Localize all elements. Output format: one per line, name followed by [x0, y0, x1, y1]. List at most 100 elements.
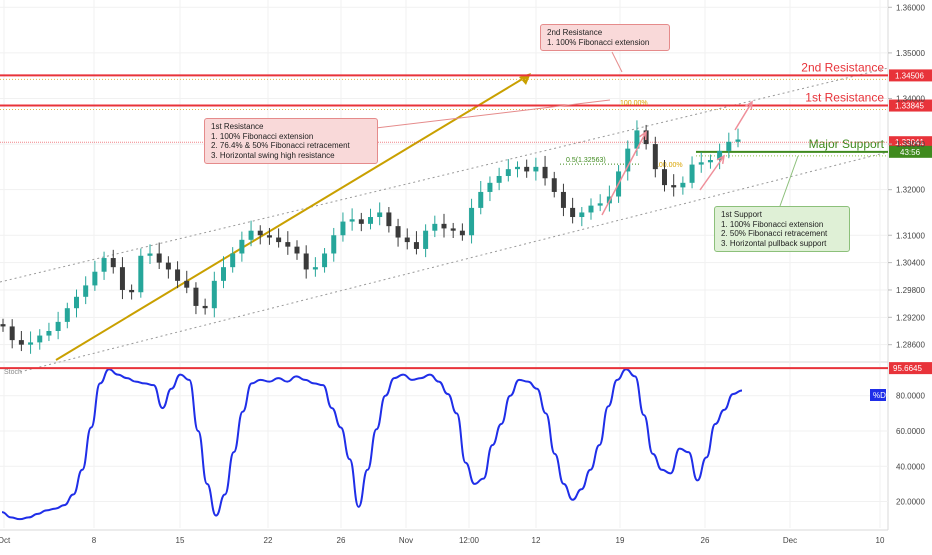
stoch-tick-label: 60.0000 [896, 427, 925, 436]
callout-line: 2. 50% Fibonacci retracement [721, 229, 828, 238]
candle-up [533, 166, 539, 172]
candle-down [662, 169, 667, 186]
level-lines: 2nd Resistance 1.34506 1st Resistance 1.338… [0, 60, 932, 169]
swing-arrow [601, 131, 647, 216]
swing-arrow [734, 101, 753, 131]
candles [0, 120, 741, 354]
candle-down [404, 237, 410, 243]
level-name-label: 1st Resistance [805, 91, 884, 105]
candle-down [193, 287, 199, 306]
grid [0, 0, 888, 528]
candle-down [450, 228, 456, 231]
candle-up [505, 169, 511, 176]
candle-down [175, 269, 181, 281]
candle-up [230, 253, 236, 268]
stoch-tick-label: 40.0000 [896, 462, 925, 471]
candle-down [542, 166, 548, 179]
callout-line: 3. Horizontal swing high resistance [211, 150, 335, 160]
candle-up [221, 267, 226, 281]
level-price-tag-text: 1.34506 [895, 71, 924, 80]
time-tick-label: 12:00 [459, 536, 480, 545]
candle-up [634, 130, 640, 149]
candle-down [386, 212, 392, 227]
candle-up [239, 239, 245, 254]
candle-up [625, 148, 631, 172]
callout-connector [611, 51, 623, 73]
callout-line: 1. 100% Fibonacci extension [211, 131, 314, 141]
callout-title: 1st Support [721, 210, 762, 219]
candle-down [257, 230, 263, 236]
candle-up [680, 182, 686, 188]
candle-up [74, 296, 79, 309]
candle-down [671, 185, 677, 188]
swing-arrow-head [639, 130, 647, 141]
price-tick-label: 1.34000 [896, 94, 925, 103]
candle-up [717, 150, 723, 161]
callout-line: 1. 100% Fibonacci extension [547, 37, 650, 47]
callout-connector [375, 99, 611, 129]
candle-up [147, 253, 153, 256]
second-resistance-callout: 2nd Resistance 1. 100% Fibonacci extensi… [540, 24, 670, 51]
price-tick-label: 1.30400 [896, 259, 925, 268]
candle-up [92, 271, 98, 286]
callout-title: 1st Resistance [211, 122, 264, 131]
stoch-level-tag [889, 362, 932, 375]
callout-connector [779, 155, 799, 207]
price-tick-label: 1.29200 [896, 313, 925, 322]
time-tick-label: 12 [532, 536, 541, 545]
candle-up [37, 335, 43, 343]
stochastic-pane: 95.6645 %D [0, 362, 932, 521]
candle-down [276, 237, 282, 243]
candle-up [248, 230, 254, 240]
candle-up [28, 342, 34, 345]
candle-up [55, 321, 61, 331]
callout-line: 3. Horizontal pullback support [721, 238, 827, 248]
candle-down [413, 242, 419, 249]
candle-up [597, 203, 603, 206]
level-price-tag [889, 69, 932, 82]
candle-up [377, 212, 383, 218]
candle-down [18, 340, 24, 345]
first-resistance-callout: 1st Resistance 1. 100% Fibonacci extensi… [204, 118, 378, 164]
current-price-tag-text: 1.33041 [895, 138, 924, 147]
candle-up [64, 308, 70, 322]
candle-down [110, 258, 116, 268]
candle-down [266, 235, 272, 238]
time-tick-label: Nov [399, 536, 413, 545]
candle-down [202, 305, 208, 309]
candle-up [469, 207, 475, 236]
candle-up [579, 212, 585, 218]
candle-down [9, 326, 15, 341]
swing-arrows [375, 51, 799, 216]
time-tick-label: 15 [176, 536, 185, 545]
first-support-callout: 1st Support 1. 100% Fibonacci extension … [714, 206, 850, 252]
candle-up [487, 182, 493, 192]
candle-down [551, 178, 557, 192]
stochastic-line [1, 368, 743, 521]
price-tick-label: 1.36000 [896, 3, 925, 12]
time-tick-label: Dec [783, 536, 797, 545]
time-tick-label: 8 [92, 536, 97, 545]
candle-down [441, 223, 447, 229]
candle-up [349, 219, 355, 222]
candle-down [570, 207, 576, 218]
candle-up [588, 205, 594, 213]
candle-down [156, 253, 162, 263]
candle-up [689, 164, 695, 183]
candle-down [165, 262, 171, 270]
candle-up [101, 258, 107, 272]
axes: 1.36000 1.35000 1.34000 1.33000 1.32000 1.310… [0, 3, 925, 545]
candle-up [211, 280, 217, 309]
candle-up [478, 191, 484, 208]
level-price-tag-text: 1.33845 [895, 102, 924, 111]
candle-down [459, 230, 465, 236]
candle-up [312, 267, 318, 270]
price-tick-label: 1.31000 [896, 231, 925, 240]
trend-arrow-line [55, 77, 525, 361]
level-price-tag [889, 99, 932, 112]
candle-down [560, 191, 566, 208]
price-tick-label: 1.33000 [896, 140, 925, 149]
candle-down [285, 242, 291, 247]
